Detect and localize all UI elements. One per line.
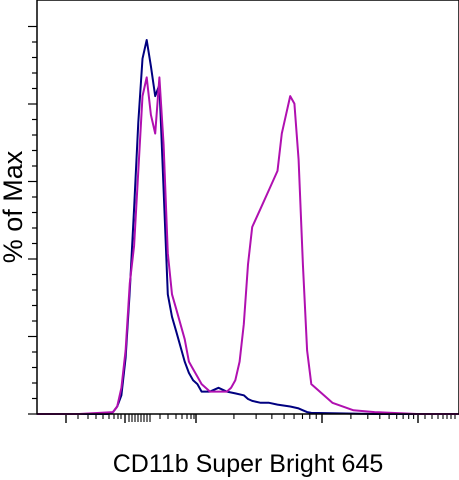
plot-frame [36, 0, 459, 415]
y-axis-ticks [28, 25, 37, 415]
series-layer [37, 39, 459, 415]
x-axis-label: CD11b Super Bright 645 [113, 450, 384, 478]
y-axis-label: % of Max [0, 150, 28, 263]
x-axis-ticks [65, 414, 456, 423]
series-line-1 [37, 39, 459, 415]
series-line-2 [37, 76, 459, 415]
